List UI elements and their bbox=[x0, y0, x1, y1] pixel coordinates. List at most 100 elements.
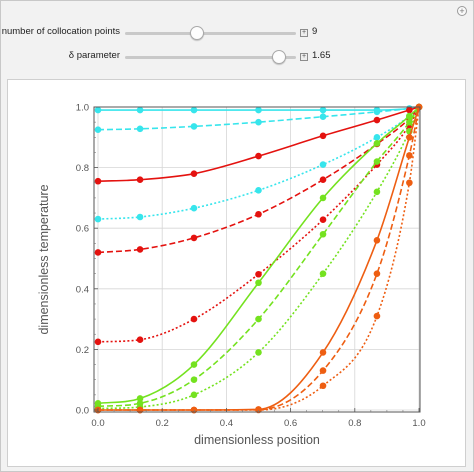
series-orange-dashed bbox=[94, 103, 423, 414]
data-point bbox=[255, 315, 262, 323]
data-point bbox=[94, 249, 102, 256]
grid bbox=[94, 106, 420, 412]
data-point bbox=[255, 210, 262, 218]
y-axis-label: dimensionless temperature bbox=[37, 184, 51, 334]
data-point bbox=[136, 106, 144, 114]
data-point bbox=[190, 204, 198, 212]
x-tick-label: 0.4 bbox=[220, 418, 233, 429]
series-line bbox=[97, 106, 420, 220]
series-red-dotted bbox=[94, 103, 423, 346]
x-tick-label: 0.8 bbox=[348, 418, 361, 429]
collocation-points-control: number of collocation points + 9 bbox=[1, 23, 474, 43]
plot-area: 0.0 0.0 0.2 0.2 0.4 0.4 0.6 0.6 0.8 0.8 1.0 1.0 dim… bbox=[7, 79, 466, 467]
series-line bbox=[97, 106, 420, 131]
delta-parameter-expand-icon[interactable]: + bbox=[300, 53, 308, 61]
x-tick-label: 0.2 bbox=[156, 418, 169, 429]
series-line bbox=[98, 106, 420, 411]
temperature-profile-chart: 0.00.0 0.2 0.2 0.4 0.4 0.6 0.6 0.8 0.8 1.0 1.0 dim… bbox=[37, 103, 426, 448]
data-point bbox=[319, 113, 327, 120]
delta-parameter-value: 1.65 bbox=[312, 50, 331, 61]
data-point bbox=[406, 106, 413, 114]
x-tick-label: 1.0 bbox=[412, 418, 425, 429]
delta-parameter-slider[interactable] bbox=[125, 50, 296, 64]
data-point bbox=[94, 126, 102, 134]
data-point bbox=[190, 315, 198, 323]
data-point bbox=[136, 246, 144, 253]
data-point bbox=[255, 106, 262, 114]
data-point bbox=[406, 152, 413, 159]
series-orange-solid bbox=[94, 103, 423, 414]
data-point bbox=[190, 391, 198, 399]
series-line bbox=[97, 106, 420, 183]
data-point bbox=[94, 338, 102, 346]
series-red-solid bbox=[94, 103, 423, 185]
data-point bbox=[319, 161, 327, 168]
collocation-points-expand-icon[interactable]: + bbox=[300, 29, 308, 37]
y-tick-label: 0.8 bbox=[76, 163, 89, 174]
data-point bbox=[319, 367, 327, 374]
delta-parameter-slider-thumb[interactable] bbox=[271, 50, 286, 64]
data-point bbox=[255, 270, 262, 278]
data-point bbox=[255, 118, 262, 126]
data-point bbox=[190, 234, 198, 242]
data-point bbox=[319, 382, 327, 390]
series-line bbox=[97, 106, 420, 408]
plot-frame bbox=[93, 106, 421, 413]
collocation-points-slider[interactable] bbox=[125, 26, 296, 40]
x-tick-label: 0.0 bbox=[91, 418, 104, 429]
data-point bbox=[373, 312, 381, 320]
data-point bbox=[255, 349, 262, 356]
series-line bbox=[97, 106, 420, 410]
plus-icon[interactable]: + bbox=[457, 6, 467, 16]
data-point bbox=[136, 125, 144, 133]
series-line bbox=[98, 106, 420, 411]
data-point bbox=[373, 158, 381, 165]
data-point bbox=[190, 106, 198, 114]
y-tick-label: 0.4 bbox=[76, 284, 89, 295]
data-point bbox=[94, 215, 102, 223]
series-green-dashed bbox=[94, 103, 423, 410]
collocation-points-value: 9 bbox=[312, 26, 318, 37]
data-point bbox=[319, 216, 327, 224]
series-line bbox=[97, 106, 420, 405]
data-point bbox=[136, 176, 144, 184]
data-point bbox=[373, 270, 381, 277]
data-point bbox=[190, 123, 198, 130]
data-point bbox=[255, 152, 262, 160]
data-point bbox=[190, 376, 198, 384]
data-point bbox=[319, 176, 327, 184]
data-point bbox=[406, 112, 413, 120]
data-point bbox=[136, 336, 144, 344]
series-group bbox=[94, 103, 423, 414]
data-point bbox=[373, 237, 381, 244]
series-line bbox=[97, 106, 420, 254]
data-point bbox=[190, 361, 198, 368]
data-point bbox=[94, 106, 102, 114]
tick-labels: 0.00.0 0.2 0.2 0.4 0.4 0.6 0.6 0.8 0.8 1.0 1.0 bbox=[76, 103, 426, 430]
series-green-dotted bbox=[94, 103, 423, 412]
delta-parameter-control: δ parameter + 1.65 bbox=[1, 47, 474, 67]
y-tick-label: 0.0 bbox=[76, 406, 89, 417]
data-point bbox=[373, 140, 381, 147]
data-point bbox=[373, 108, 381, 116]
data-point bbox=[319, 106, 327, 114]
y-tick-label: 1.0 bbox=[76, 103, 89, 114]
data-point bbox=[319, 230, 327, 238]
collocation-points-slider-thumb[interactable] bbox=[189, 26, 204, 40]
data-point bbox=[319, 349, 327, 356]
data-point bbox=[319, 132, 327, 140]
data-point bbox=[406, 118, 413, 126]
series-line bbox=[98, 106, 420, 411]
data-point bbox=[94, 177, 102, 185]
data-point bbox=[373, 188, 381, 196]
data-point bbox=[319, 194, 327, 202]
data-point bbox=[255, 279, 262, 287]
data-point bbox=[319, 270, 327, 277]
y-tick-label: 0.6 bbox=[76, 224, 89, 235]
data-point bbox=[406, 179, 413, 187]
data-point bbox=[190, 170, 198, 177]
data-point bbox=[136, 213, 144, 221]
data-point bbox=[136, 395, 144, 402]
x-axis-label: dimensionless position bbox=[194, 433, 320, 447]
